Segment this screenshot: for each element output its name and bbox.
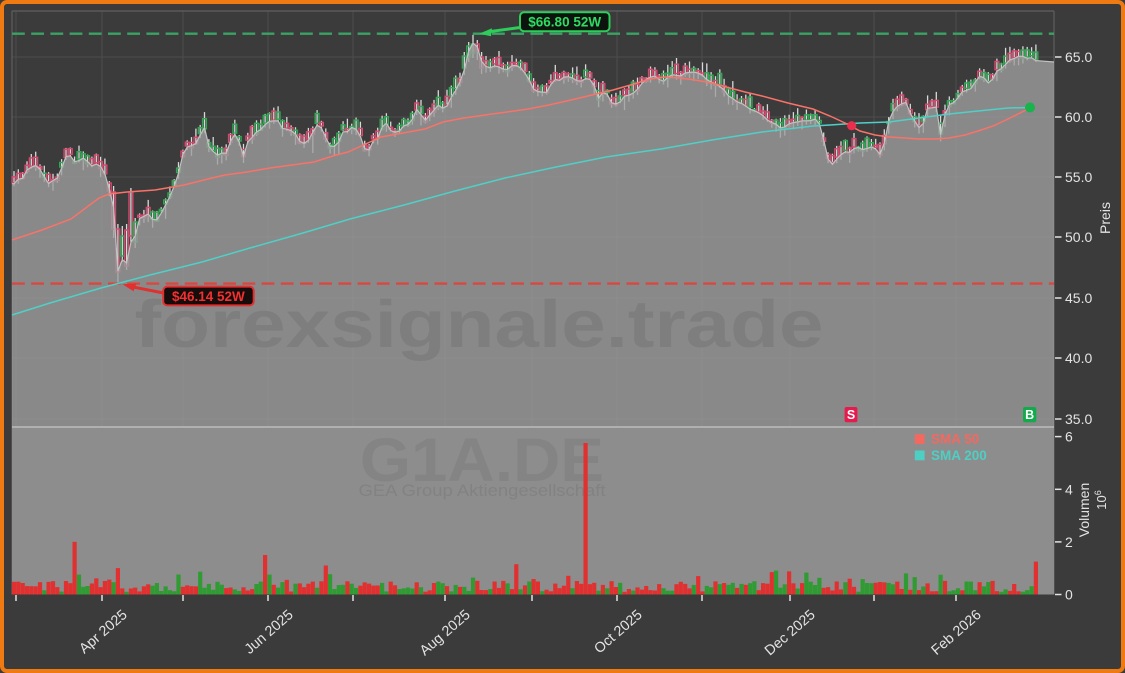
svg-text:0: 0 [1065,587,1073,603]
svg-text:Volumen: Volumen [1076,483,1092,537]
svg-text:GEA Group Aktiengesellschaft: GEA Group Aktiengesellschaft [359,481,606,500]
svg-text:4: 4 [1065,481,1073,497]
svg-text:50.0: 50.0 [1065,229,1092,245]
svg-text:2: 2 [1065,534,1073,550]
svg-text:B: B [1025,408,1034,422]
svg-text:60.0: 60.0 [1065,109,1092,125]
svg-text:45.0: 45.0 [1065,290,1092,306]
svg-text:SMA 200: SMA 200 [931,448,987,463]
svg-text:35.0: 35.0 [1065,411,1092,427]
svg-text:40.0: 40.0 [1065,350,1092,366]
svg-text:6: 6 [1065,429,1073,445]
svg-text:G1A.DE: G1A.DE [360,426,604,494]
svg-text:SMA 50: SMA 50 [931,432,979,447]
svg-text:Preis: Preis [1097,202,1113,234]
svg-text:55.0: 55.0 [1065,169,1092,185]
svg-text:S: S [847,408,855,422]
svg-text:$66.80 52W: $66.80 52W [528,15,601,30]
svg-text:$46.14 52W: $46.14 52W [172,289,245,304]
svg-text:65.0: 65.0 [1065,49,1092,65]
